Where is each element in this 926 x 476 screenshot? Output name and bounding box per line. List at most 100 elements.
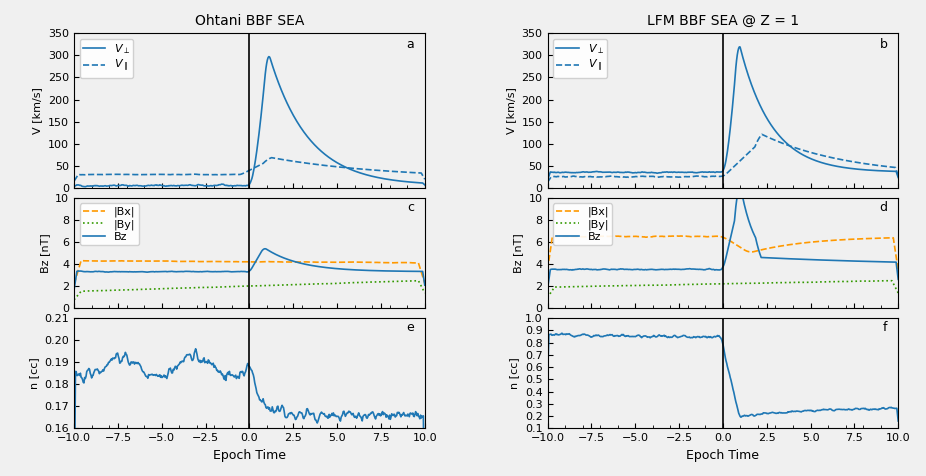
Legend: $V_{\perp}$, $V_{\parallel}$: $V_{\perp}$, $V_{\parallel}$ bbox=[80, 39, 133, 78]
$V_{\perp}$ bbox=[708, 169, 720, 175]
|By| bbox=[411, 278, 422, 284]
|Bx| bbox=[885, 235, 896, 241]
Line: |By|: |By| bbox=[547, 281, 898, 298]
Line: Bz: Bz bbox=[74, 249, 425, 290]
|Bx| bbox=[259, 259, 270, 265]
|Bx| bbox=[709, 233, 720, 239]
$V_{\perp}$ bbox=[733, 44, 745, 50]
|By| bbox=[237, 283, 248, 289]
Line: |Bx|: |Bx| bbox=[74, 261, 425, 284]
$V_{\parallel}$ bbox=[757, 131, 768, 137]
$V_{\perp}$ bbox=[259, 79, 270, 84]
$V_{\parallel}$ bbox=[357, 166, 368, 172]
$V_{\parallel}$ bbox=[732, 160, 743, 166]
$V_{\perp}$ bbox=[830, 163, 841, 169]
Text: e: e bbox=[407, 321, 414, 335]
|By| bbox=[830, 279, 841, 285]
|By| bbox=[884, 278, 895, 284]
$V_{\perp}$ bbox=[751, 96, 762, 101]
|Bx| bbox=[607, 233, 619, 239]
$V_{\perp}$ bbox=[263, 54, 274, 60]
Bz bbox=[235, 268, 246, 274]
|Bx| bbox=[411, 260, 422, 266]
$V_{\parallel}$ bbox=[69, 178, 80, 184]
Bz bbox=[419, 282, 431, 288]
|By| bbox=[277, 282, 288, 288]
|Bx| bbox=[893, 268, 904, 273]
|By| bbox=[751, 280, 762, 286]
|By| bbox=[356, 279, 367, 285]
$V_{\perp}$ bbox=[357, 171, 369, 177]
|Bx| bbox=[357, 259, 368, 265]
Bz bbox=[734, 181, 745, 187]
|Bx| bbox=[69, 281, 80, 287]
$V_{\perp}$ bbox=[542, 177, 553, 183]
Line: $V_{\perp}$: $V_{\perp}$ bbox=[547, 47, 898, 180]
Legend: $V_{\perp}$, $V_{\parallel}$: $V_{\perp}$, $V_{\parallel}$ bbox=[553, 39, 607, 78]
Bz bbox=[278, 255, 289, 261]
Line: |By|: |By| bbox=[74, 281, 425, 300]
$V_{\perp}$ bbox=[238, 183, 249, 188]
$V_{\parallel}$ bbox=[893, 173, 904, 178]
|By| bbox=[69, 297, 80, 303]
Bz bbox=[708, 267, 720, 272]
Line: $V_{\parallel}$: $V_{\parallel}$ bbox=[547, 134, 898, 182]
Line: $V_{\perp}$: $V_{\perp}$ bbox=[74, 57, 425, 187]
Title: LFM BBF SEA @ Z = 1: LFM BBF SEA @ Z = 1 bbox=[646, 14, 799, 28]
Bz bbox=[732, 192, 743, 198]
$V_{\parallel}$ bbox=[751, 141, 762, 147]
|Bx| bbox=[751, 248, 762, 254]
$V_{\parallel}$ bbox=[710, 173, 721, 179]
Bz bbox=[751, 241, 762, 247]
Legend: |Bx|, |By|, Bz: |Bx|, |By|, Bz bbox=[80, 203, 139, 246]
|By| bbox=[710, 281, 721, 287]
$V_{\perp}$ bbox=[893, 175, 904, 180]
$V_{\parallel}$ bbox=[830, 156, 841, 161]
Y-axis label: n [cc]: n [cc] bbox=[29, 357, 39, 389]
|Bx| bbox=[278, 259, 289, 265]
$V_{\perp}$ bbox=[419, 182, 431, 188]
|By| bbox=[542, 295, 553, 300]
|Bx| bbox=[236, 259, 247, 265]
X-axis label: Epoch Time: Epoch Time bbox=[213, 449, 286, 462]
Title: Ohtani BBF SEA: Ohtani BBF SEA bbox=[194, 14, 304, 28]
$V_{\parallel}$ bbox=[708, 173, 720, 179]
$V_{\perp}$ bbox=[279, 94, 290, 99]
Y-axis label: Bz [nT]: Bz [nT] bbox=[40, 233, 50, 273]
$V_{\parallel}$ bbox=[235, 171, 246, 177]
|Bx| bbox=[542, 267, 553, 273]
Bz bbox=[411, 268, 422, 274]
Bz bbox=[542, 286, 553, 292]
|Bx| bbox=[76, 258, 87, 264]
|Bx| bbox=[419, 280, 431, 286]
|Bx| bbox=[711, 233, 722, 239]
Bz bbox=[258, 246, 269, 252]
X-axis label: Epoch Time: Epoch Time bbox=[686, 449, 759, 462]
$V_{\parallel}$ bbox=[266, 155, 277, 160]
Line: |Bx|: |Bx| bbox=[547, 236, 898, 270]
$V_{\parallel}$ bbox=[278, 157, 289, 163]
|Bx| bbox=[830, 238, 841, 243]
$V_{\perp}$ bbox=[885, 169, 896, 174]
$V_{\perp}$ bbox=[69, 183, 80, 189]
|By| bbox=[893, 290, 904, 296]
$V_{\perp}$ bbox=[412, 180, 423, 186]
Line: Bz: Bz bbox=[547, 184, 898, 289]
Bz bbox=[69, 287, 80, 293]
$V_{\parallel}$ bbox=[419, 177, 431, 182]
$V_{\perp}$ bbox=[236, 183, 247, 188]
$V_{\perp}$ bbox=[732, 52, 743, 58]
$V_{\parallel}$ bbox=[542, 179, 553, 185]
Bz bbox=[893, 277, 904, 282]
|By| bbox=[258, 283, 269, 288]
Text: b: b bbox=[880, 38, 888, 51]
Bz bbox=[259, 246, 270, 252]
Text: c: c bbox=[407, 201, 414, 214]
|By| bbox=[419, 290, 431, 296]
Y-axis label: Bz [nT]: Bz [nT] bbox=[513, 233, 523, 273]
|By| bbox=[886, 278, 897, 284]
Y-axis label: V [km/s]: V [km/s] bbox=[506, 87, 516, 134]
$V_{\perp}$ bbox=[710, 169, 721, 175]
|By| bbox=[235, 283, 246, 289]
$V_{\parallel}$ bbox=[411, 170, 422, 176]
